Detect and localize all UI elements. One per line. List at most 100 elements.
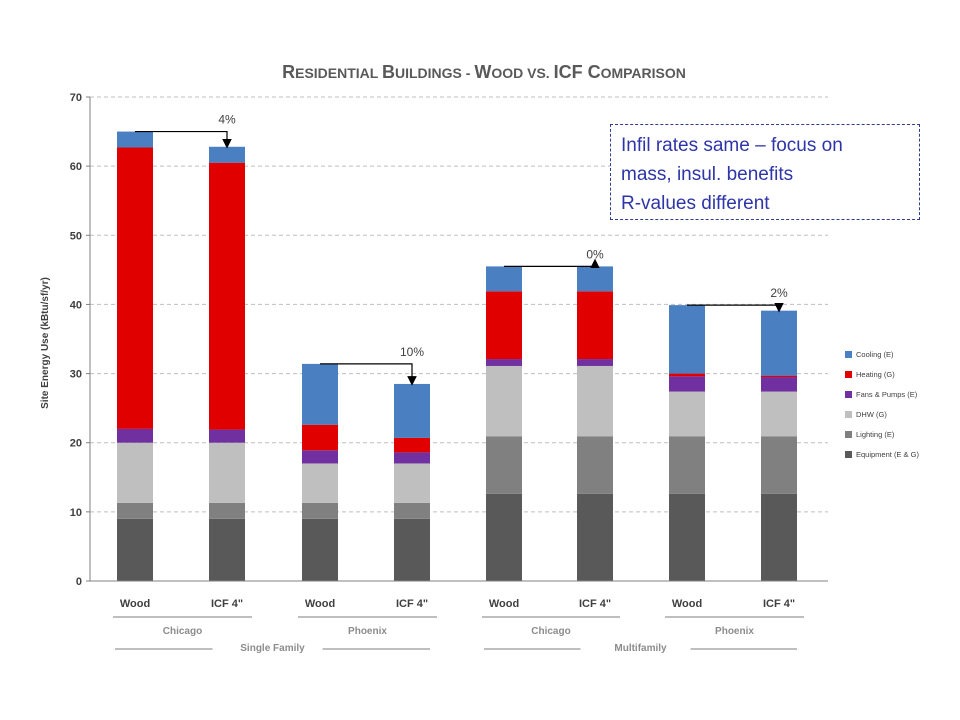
bar-segment [117, 131, 153, 148]
axes: 0 10 20 30 40 50 60 70 [70, 92, 828, 588]
note-box: Infil rates same – focus on mass, insul.… [610, 124, 920, 220]
y-axis-label: Site Energy Use (kBtu/sf/yr) [40, 277, 51, 409]
legend-label: Lighting (E) [856, 430, 895, 439]
legend-swatch [845, 351, 852, 358]
location-group-label: Phoenix [715, 626, 754, 637]
bar-segment [117, 442, 153, 503]
category-label: Wood [672, 598, 702, 610]
category-label: ICF 4" [211, 598, 243, 610]
bar-segment [394, 452, 430, 464]
bar-segment [761, 436, 797, 494]
bar-segment [117, 502, 153, 519]
legend-swatch [845, 411, 852, 418]
category-label: Wood [120, 598, 150, 610]
percent-label: 2% [770, 286, 788, 300]
bar-segment [761, 377, 797, 392]
bar-segment [486, 359, 522, 366]
bar-segment [302, 363, 338, 425]
bar-segment [577, 493, 613, 581]
y-tick-label: 10 [70, 507, 82, 519]
type-group-label: Multifamily [614, 643, 667, 654]
title-part: ESIDENTIAL [295, 65, 382, 81]
bar-segment [761, 391, 797, 437]
bar-segment [486, 365, 522, 437]
legend-label: Equipment (E & G) [856, 450, 919, 459]
title-part: UILDINGS - [395, 65, 474, 81]
category-label: Wood [489, 598, 519, 610]
legend-label: Cooling (E) [856, 350, 894, 359]
percent-label: 0% [586, 247, 604, 261]
y-tick-label: 60 [70, 161, 82, 173]
title-part: OOD VS. [491, 65, 553, 81]
bar-segment [486, 291, 522, 360]
bar-segment [669, 373, 705, 377]
bar-segment [394, 518, 430, 581]
category-label: ICF 4" [579, 598, 611, 610]
legend-swatch [845, 391, 852, 398]
bar-segment [486, 266, 522, 292]
legend-swatch [845, 371, 852, 378]
bar-segment [669, 493, 705, 581]
bar-segment [577, 266, 613, 292]
y-tick-label: 70 [70, 92, 82, 104]
bar-segment [209, 502, 245, 519]
title-part: OMPARISON [601, 65, 686, 81]
bar-segment [302, 502, 338, 519]
bar-segment [577, 359, 613, 366]
bar-segment [302, 518, 338, 581]
legend: Cooling (E) Heating (G) Fans & Pumps (E) DH… [845, 350, 919, 459]
bar-segment [302, 450, 338, 464]
category-label: ICF 4" [396, 598, 428, 610]
note-line: R-values different [621, 193, 770, 214]
bar-segment [486, 493, 522, 581]
bar-segment [117, 428, 153, 443]
comparison-arrow [320, 363, 417, 386]
bar-segment [117, 147, 153, 429]
y-tick-label: 0 [76, 576, 82, 588]
percent-label: 4% [218, 113, 236, 127]
note-line: Infil rates same – focus on [621, 135, 843, 156]
chart-title: RESIDENTIAL BUILDINGS - WOOD VS. ICF COM… [282, 62, 686, 82]
legend-label: Fans & Pumps (E) [856, 390, 918, 399]
bar-segment [577, 291, 613, 360]
title-part: B [382, 62, 395, 82]
bar-segment [669, 376, 705, 392]
legend-label: DHW (G) [856, 410, 887, 419]
legend-swatch [845, 431, 852, 438]
bar-segment [209, 146, 245, 163]
y-tick-label: 30 [70, 369, 82, 381]
bar-segment [209, 429, 245, 443]
bar-segment [209, 162, 245, 430]
category-label: Wood [305, 598, 335, 610]
bar-segment [761, 375, 797, 378]
y-tick-label: 40 [70, 299, 82, 311]
bar-segment [209, 518, 245, 581]
title-part: ICF [554, 62, 588, 82]
y-tick-label: 50 [70, 230, 82, 242]
title-part: R [282, 62, 295, 82]
location-group-label: Phoenix [348, 626, 387, 637]
bar-segment [394, 383, 430, 438]
bar-segment [669, 436, 705, 494]
title-part: C [588, 62, 601, 82]
comparison-arrow [504, 258, 600, 269]
bar-segment [302, 463, 338, 503]
bar-segment [577, 436, 613, 494]
legend-swatch [845, 451, 852, 458]
bar-segment [302, 424, 338, 451]
bar-segment [394, 463, 430, 503]
bar-segment [209, 442, 245, 503]
bar-segment [669, 305, 705, 374]
bar-segment [669, 391, 705, 437]
location-group-label: Chicago [531, 626, 570, 637]
type-group-label: Single Family [240, 643, 305, 654]
location-group-label: Chicago [163, 626, 202, 637]
legend-label: Heating (G) [856, 370, 895, 379]
bar-segment [761, 310, 797, 376]
bar-segment [577, 365, 613, 437]
y-tick-label: 20 [70, 438, 82, 450]
category-label: ICF 4" [763, 598, 795, 610]
bar-segment [394, 437, 430, 453]
title-part: W [474, 62, 491, 82]
